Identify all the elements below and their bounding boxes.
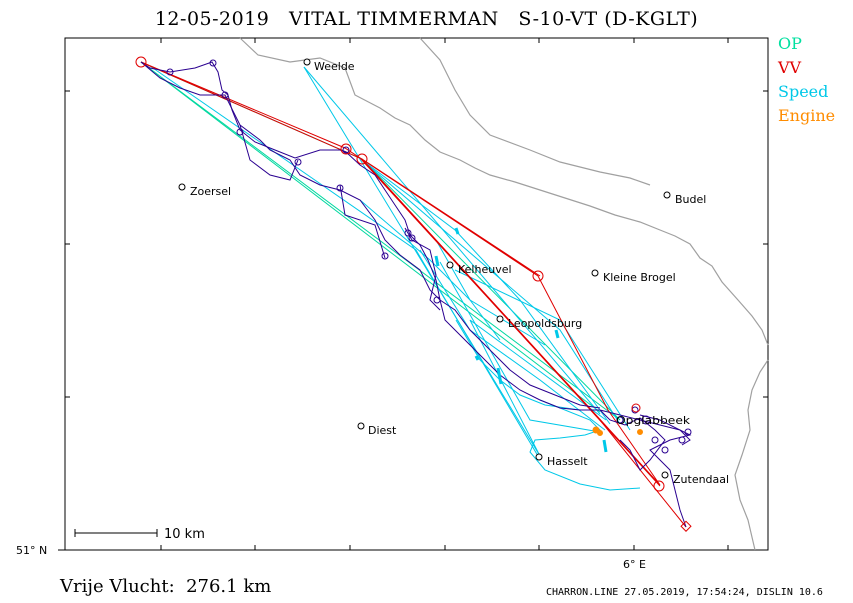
- place-opglabbeek[interactable]: Opglabbeek: [616, 414, 691, 427]
- places: Weelde Zoersel Budel Kelheuvel Kleine Br…: [178, 58, 729, 486]
- vv-lines: [140, 61, 687, 528]
- place-marker-kelheuvel: [446, 261, 454, 269]
- place-marker-budel: [663, 191, 671, 199]
- footer-credits: CHARRON.LINE 27.05.2019, 17:54:24, DISLI…: [546, 587, 823, 598]
- scale-bar: [74, 529, 158, 537]
- lat-label: 51° N: [16, 544, 47, 557]
- chart-title: 12-05-2019 VITAL TIMMERMAN S-10-VT (D-KG…: [154, 8, 699, 30]
- place-hasselt[interactable]: Hasselt: [547, 455, 588, 468]
- place-leopoldsburg[interactable]: Leopoldsburg: [508, 317, 582, 330]
- free-flight-distance: Vrije Vlucht: 276.1 km: [60, 576, 272, 597]
- map-frame: [64, 37, 769, 551]
- engine-markers: [592, 426, 643, 436]
- op-lines: [140, 61, 621, 421]
- scale-bar-label: 10 km: [164, 527, 205, 542]
- legend-op: OP: [778, 34, 802, 53]
- place-marker-diest: [357, 422, 365, 430]
- place-marker-weelde: [303, 58, 311, 66]
- place-kelheuvel[interactable]: Kelheuvel: [458, 263, 512, 276]
- place-kleine-brogel[interactable]: Kleine Brogel: [603, 271, 676, 284]
- place-zutendaal[interactable]: Zutendaal: [673, 473, 729, 486]
- lon-label: 6° E: [623, 558, 646, 571]
- legend-engine: Engine: [778, 106, 836, 125]
- place-zoersel[interactable]: Zoersel: [190, 185, 231, 198]
- legend-vv: VV: [778, 58, 802, 77]
- place-diest[interactable]: Diest: [368, 424, 397, 437]
- flight-track: [140, 61, 692, 528]
- place-marker-zoersel: [178, 183, 186, 191]
- speed-markers: [434, 227, 608, 453]
- place-weelde[interactable]: Weelde: [314, 60, 355, 73]
- place-marker-hasselt: [535, 453, 543, 461]
- turnpoints: [135, 56, 692, 532]
- legend: OP VV Speed Engine: [778, 32, 835, 128]
- place-marker-kleine-brogel: [591, 269, 599, 277]
- thermal-markers: [166, 59, 692, 454]
- country-border: [239, 37, 769, 551]
- place-budel[interactable]: Budel: [675, 193, 706, 206]
- place-marker-zutendaal: [661, 471, 669, 479]
- axis-ticks: [65, 38, 768, 551]
- legend-speed: Speed: [778, 82, 829, 101]
- place-marker-leopoldsburg: [496, 315, 504, 323]
